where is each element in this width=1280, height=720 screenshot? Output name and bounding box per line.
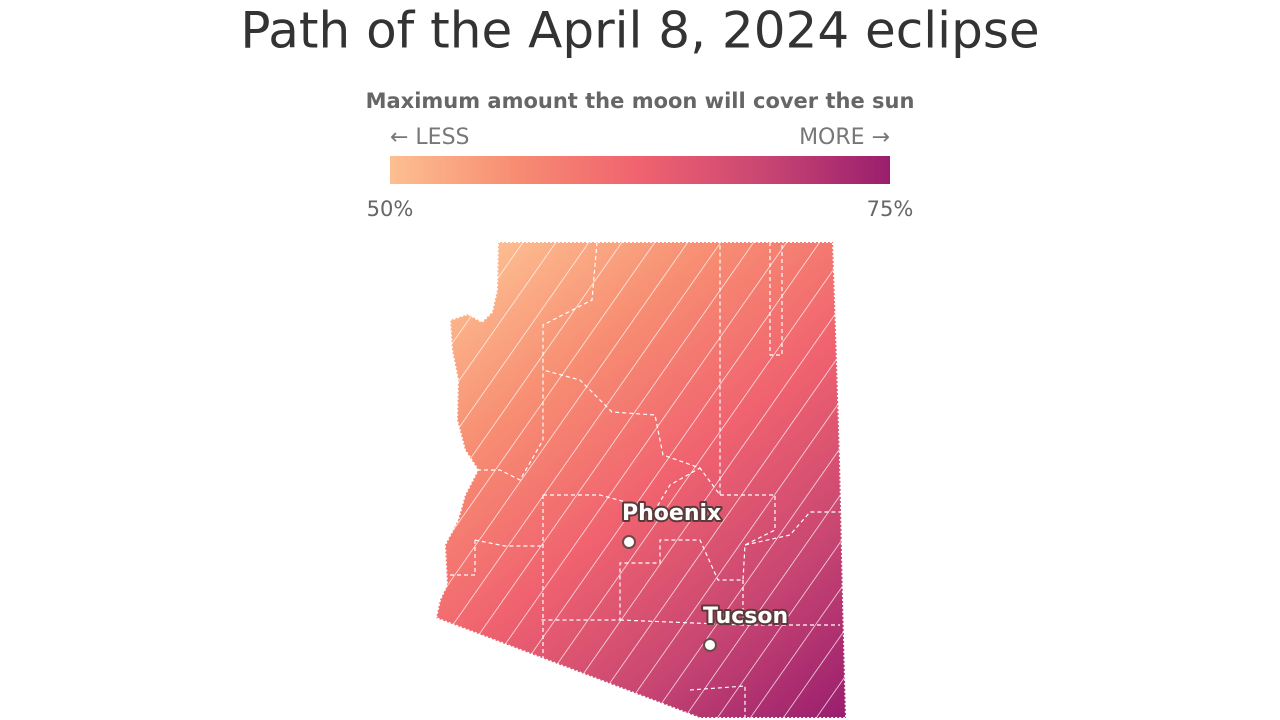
legend-tick-label: 50% [367,197,414,221]
legend-tick-label: 75% [867,197,914,221]
city-label: Phoenix [622,501,721,526]
legend-ticks: 50% 75% [367,197,914,221]
map [436,242,846,718]
county-borders [450,242,840,718]
city-dot [703,638,717,652]
legend-bar [390,156,890,184]
city-label: Tucson [703,604,788,629]
hatch [436,242,846,718]
legend-less: ← LESS [390,125,470,150]
legend-more: MORE → [799,125,890,150]
city-dot [622,535,636,549]
title: Path of the April 8, 2024 eclipse [240,2,1039,60]
legend-title: Maximum amount the moon will cover the s… [366,89,915,113]
